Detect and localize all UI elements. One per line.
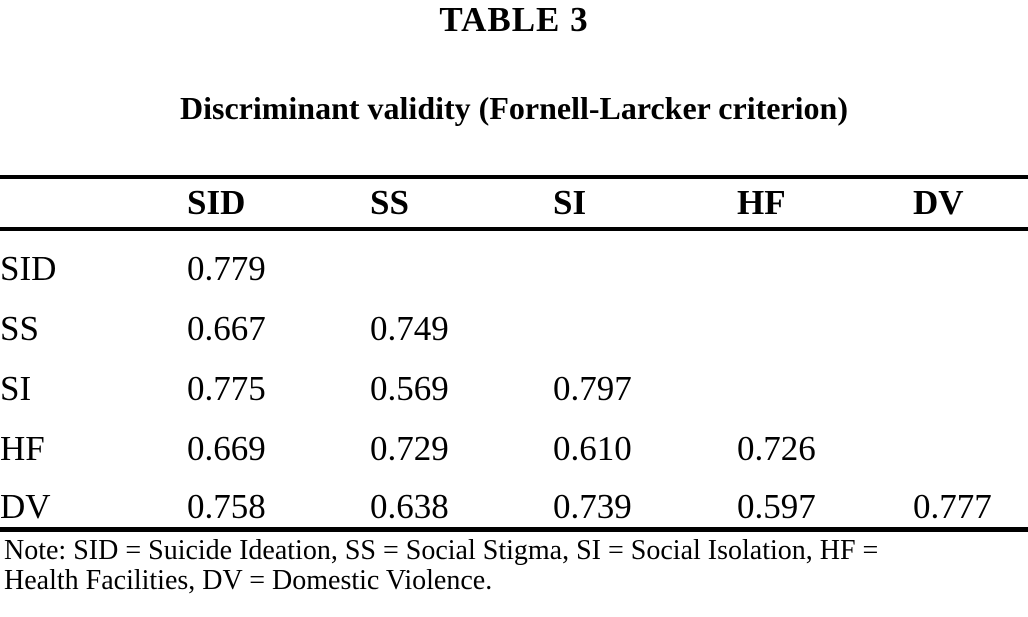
cell-value: 0.775 <box>187 369 266 408</box>
row-label-dv: DV <box>0 486 51 526</box>
table-number-heading: TABLE 3 <box>439 0 589 39</box>
table-row: DV 0.758 0.638 0.739 0.597 0.777 <box>0 469 1028 529</box>
table-note-line: Health Facilities, DV = Domestic Violenc… <box>4 564 493 596</box>
cell-value: 0.610 <box>553 429 632 468</box>
cell-value <box>737 349 913 409</box>
cell-value <box>913 229 1028 289</box>
cell-value: 0.597 <box>737 486 816 526</box>
cell-value <box>737 229 913 289</box>
corner-cell <box>0 177 187 231</box>
cell-value: 0.669 <box>187 429 266 468</box>
cell-value <box>913 289 1028 349</box>
cell-value: 0.797 <box>553 369 632 408</box>
column-header-dv: DV <box>913 177 1028 231</box>
row-label-hf: HF <box>0 429 45 468</box>
cell-value <box>553 289 737 349</box>
row-label-si: SI <box>0 369 32 408</box>
cell-value <box>370 229 553 289</box>
table-row: SS 0.667 0.749 <box>0 289 1028 349</box>
cell-value: 0.569 <box>370 369 449 408</box>
cell-value: 0.726 <box>737 429 816 468</box>
row-label-ss: SS <box>0 309 39 348</box>
table-note-line: Note: SID = Suicide Ideation, SS = Socia… <box>4 534 879 566</box>
table-caption: Discriminant validity (Fornell-Larcker c… <box>179 90 848 126</box>
cell-value: 0.638 <box>370 486 449 526</box>
table-row: SI 0.775 0.569 0.797 <box>0 349 1028 409</box>
cell-value: 0.749 <box>370 309 449 348</box>
column-header-ss: SS <box>370 177 553 231</box>
fornell-larcker-table: SID SS SI HF DV SID 0.779 SS 0.667 0.749 <box>0 175 1028 532</box>
cell-value: 0.739 <box>553 486 632 526</box>
cell-value <box>553 229 737 289</box>
header-row: SID SS SI HF DV <box>0 177 1028 231</box>
cell-value: 0.667 <box>187 309 266 348</box>
column-header-hf: HF <box>737 177 913 231</box>
cell-value <box>737 289 913 349</box>
row-label-sid: SID <box>0 249 57 288</box>
column-header-si: SI <box>553 177 737 231</box>
column-header-sid: SID <box>187 177 370 231</box>
cell-value: 0.777 <box>913 486 992 526</box>
cell-value: 0.779 <box>187 249 266 288</box>
table-row: SID 0.779 <box>0 229 1028 289</box>
table-note: Note: SID = Suicide Ideation, SS = Socia… <box>0 534 1028 596</box>
cell-value <box>913 349 1028 409</box>
cell-value <box>913 409 1028 469</box>
cell-value: 0.758 <box>187 486 266 526</box>
cell-value: 0.729 <box>370 429 449 468</box>
table-row: HF 0.669 0.729 0.610 0.726 <box>0 409 1028 469</box>
